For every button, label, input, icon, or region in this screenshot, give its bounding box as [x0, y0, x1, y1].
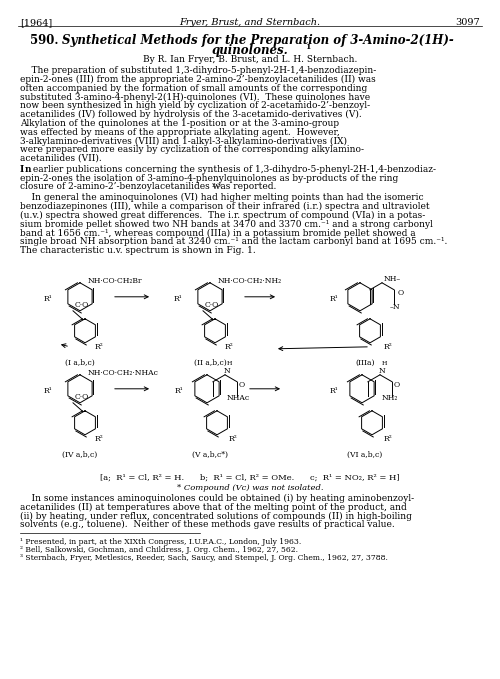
Text: single broad NH absorption band at 3240 cm.⁻¹ and the lactam carbonyl band at 16: single broad NH absorption band at 3240 … [20, 237, 448, 246]
Text: C·O: C·O [75, 392, 89, 401]
Text: now been synthesized in high yield by cyclization of 2-acetamido-2’-benzoyl-: now been synthesized in high yield by cy… [20, 101, 370, 110]
Text: NH–: NH– [384, 275, 401, 282]
Text: acetanilides (II) at temperatures above that of the melting point of the product: acetanilides (II) at temperatures above … [20, 502, 407, 512]
Text: The characteristic u.v. spectrum is shown in Fig. 1.: The characteristic u.v. spectrum is show… [20, 246, 256, 255]
Text: N: N [379, 367, 386, 375]
Text: ¹ Presented, in part, at the XIXth Congress, I.U.P.A.C., London, July 1963.: ¹ Presented, in part, at the XIXth Congr… [20, 538, 301, 546]
Text: band at 1656 cm.⁻¹, whereas compound (IIIa) in a potassium bromide pellet showed: band at 1656 cm.⁻¹, whereas compound (II… [20, 228, 415, 238]
Text: R¹: R¹ [174, 387, 183, 394]
Text: In some instances aminoquinolones could be obtained (i) by heating aminobenzoyl-: In some instances aminoquinolones could … [20, 494, 414, 503]
Text: epin-2-ones (III) from the appropriate 2-amino-2’-benzoylacetanilides (II) was: epin-2-ones (III) from the appropriate 2… [20, 75, 376, 84]
Text: NH·CO·CH₂Br: NH·CO·CH₂Br [88, 277, 142, 285]
Text: (V a,b,c*): (V a,b,c*) [192, 451, 228, 459]
Text: (IV a,b,c): (IV a,b,c) [62, 451, 98, 459]
Text: –N: –N [390, 303, 400, 311]
Text: In general the aminoquinolones (VI) had higher melting points than had the isome: In general the aminoquinolones (VI) had … [20, 194, 423, 202]
Text: 3-alkylamino-derivatives (VIII) and 1-alkyl-3-alkylamino-derivatives (IX): 3-alkylamino-derivatives (VIII) and 1-al… [20, 136, 347, 145]
Text: O: O [398, 289, 404, 297]
Text: R¹: R¹ [44, 387, 52, 394]
Text: sium bromide pellet showed two NH bands at 3470 and 3370 cm.⁻¹ and a strong carb: sium bromide pellet showed two NH bands … [20, 219, 433, 229]
Text: * Compound (Vc) was not isolated.: * Compound (Vc) was not isolated. [177, 484, 323, 492]
Text: The preparation of substituted 1,3-dihydro-5-phenyl-2H-1,4-benzodiazepin-: The preparation of substituted 1,3-dihyd… [20, 66, 376, 75]
Text: was effected by means of the appropriate alkylating agent.  However,: was effected by means of the appropriate… [20, 128, 340, 136]
Text: (I a,b,c): (I a,b,c) [65, 359, 95, 367]
Text: (IIIa): (IIIa) [355, 359, 375, 367]
Text: 1: 1 [305, 43, 310, 51]
Text: H: H [382, 361, 388, 366]
Text: Synthetical Methods for the Preparation of 3-Amino-2(1H)-: Synthetical Methods for the Preparation … [62, 34, 454, 47]
Text: By R. Ian Fryer, B. Brust, and L. H. Sternbach.: By R. Ian Fryer, B. Brust, and L. H. Ste… [143, 55, 357, 64]
Text: I: I [20, 165, 24, 174]
Text: R²: R² [384, 343, 393, 351]
Text: solvents (e.g., toluene).  Neither of these methods gave results of practical va: solvents (e.g., toluene). Neither of the… [20, 520, 395, 530]
Text: (u.v.) spectra showed great differences.  The i.r. spectrum of compound (VIa) in: (u.v.) spectra showed great differences.… [20, 210, 425, 220]
Text: [a;  R¹ = Cl, R² = H.      b;  R¹ = Cl, R² = OMe.      c;  R¹ = NO₂, R² = H]: [a; R¹ = Cl, R² = H. b; R¹ = Cl, R² = OM… [100, 474, 400, 482]
Text: [1964]: [1964] [20, 18, 52, 27]
Text: R¹: R¹ [174, 295, 182, 303]
Text: O: O [394, 381, 400, 389]
Text: were prepared more easily by cyclization of the corresponding alkylamino-: were prepared more easily by cyclization… [20, 145, 364, 154]
Text: C·O: C·O [75, 301, 89, 309]
Text: 3097: 3097 [455, 18, 480, 27]
Text: 2,3: 2,3 [212, 183, 222, 187]
Text: epin-2-ones the isolation of 3-amino-4-phenylquinolones as by-products of the ri: epin-2-ones the isolation of 3-amino-4-p… [20, 174, 398, 183]
Text: (VI a,b,c): (VI a,b,c) [348, 451, 382, 459]
Text: R²: R² [95, 435, 104, 443]
Text: substituted 3-amino-4-phenyl-2(1H)-quinolones (VI).  These quinolones have: substituted 3-amino-4-phenyl-2(1H)-quino… [20, 92, 370, 102]
Text: 590.: 590. [30, 34, 58, 47]
Text: O: O [239, 381, 245, 389]
Text: often accompanied by the formation of small amounts of the corresponding: often accompanied by the formation of sm… [20, 84, 367, 92]
Text: benzodiazepinones (III), while a comparison of their infrared (i.r.) spectra and: benzodiazepinones (III), while a compari… [20, 202, 430, 211]
Text: NH·CO·CH₂·NHAc: NH·CO·CH₂·NHAc [88, 369, 159, 377]
Text: NH·CO·CH₂·NH₂: NH·CO·CH₂·NH₂ [218, 277, 282, 285]
Text: n: n [24, 165, 31, 174]
Text: ³ Sternbach, Fryer, Metlesics, Reeder, Sach, Saucy, and Stempel, J. Org. Chem., : ³ Sternbach, Fryer, Metlesics, Reeder, S… [20, 554, 388, 562]
Text: NH₂: NH₂ [382, 394, 398, 402]
Text: acetanilides (VII).: acetanilides (VII). [20, 154, 102, 163]
Text: R¹: R¹ [329, 295, 338, 303]
Text: acetanilides (IV) followed by hydrolysis of the 3-acetamido-derivatives (V).: acetanilides (IV) followed by hydrolysis… [20, 110, 362, 119]
Text: Fryer, Brust, and Sternbach.: Fryer, Brust, and Sternbach. [180, 18, 320, 27]
Text: N: N [224, 367, 231, 375]
Text: R¹: R¹ [44, 295, 52, 303]
Text: R²: R² [384, 435, 393, 443]
Text: R²: R² [225, 343, 234, 351]
Text: NHAc: NHAc [227, 394, 250, 402]
Text: earlier publications concerning the synthesis of 1,3-dihydro-5-phenyl-2H-1,4-ben: earlier publications concerning the synt… [30, 165, 436, 174]
Text: H: H [227, 361, 232, 366]
Text: ² Bell, Salkowski, Gochman, and Childress, J. Org. Chem., 1962, 27, 562.: ² Bell, Salkowski, Gochman, and Childres… [20, 546, 298, 554]
Text: R²: R² [229, 435, 238, 443]
Text: R²: R² [95, 343, 104, 351]
Text: (ii) by heating, under reflux, concentrated solutions of compounds (II) in high-: (ii) by heating, under reflux, concentra… [20, 511, 412, 521]
Text: R¹: R¹ [329, 387, 338, 394]
Text: quinolones.: quinolones. [212, 44, 288, 57]
Text: C·O: C·O [205, 301, 219, 309]
Text: closure of 2-amino-2’-benzoylacetanilides was reported.: closure of 2-amino-2’-benzoylacetanilide… [20, 183, 276, 191]
Text: (II a,b,c): (II a,b,c) [194, 359, 226, 367]
Text: Alkylation of the quinolones at the 1-position or at the 3-amino-group: Alkylation of the quinolones at the 1-po… [20, 119, 339, 128]
